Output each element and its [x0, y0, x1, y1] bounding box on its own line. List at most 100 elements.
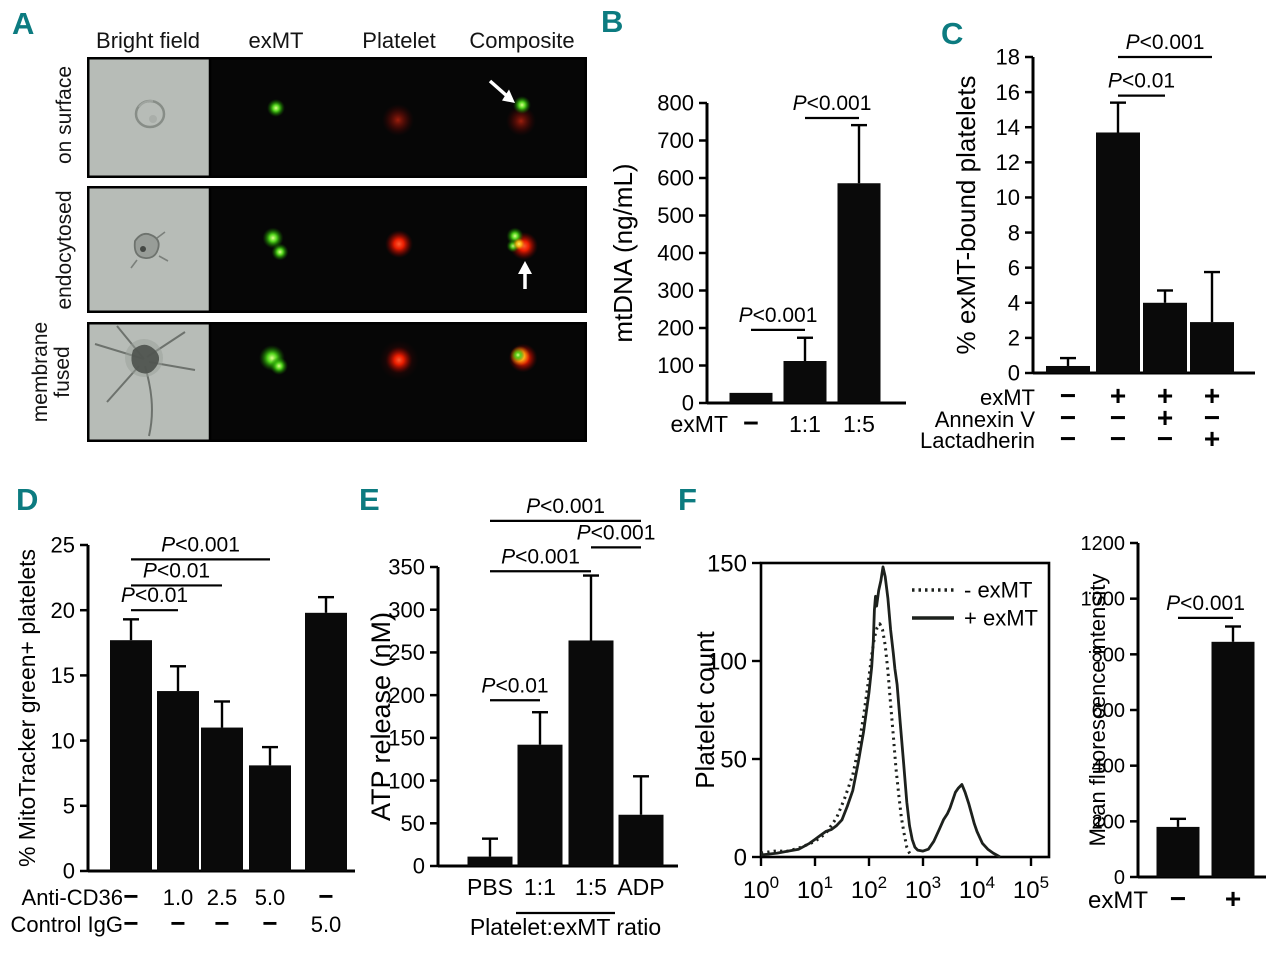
y-tick-label: 800: [1092, 644, 1125, 666]
x-tick-label: 103: [905, 873, 941, 904]
condition-value: −: [1157, 423, 1173, 454]
column-header-bright-field: Bright field: [96, 28, 200, 53]
panel-e-letter: E: [359, 482, 380, 517]
platelet-fluorescence: [385, 346, 413, 374]
x-axis-prefix: exMT: [1088, 887, 1148, 914]
y-tick-label: 300: [657, 278, 694, 303]
panel-e-chart: 050100150200250300350P<0.01P<0.001P<0.00…: [366, 495, 678, 940]
condition-value: −: [123, 881, 138, 911]
y-tick-label: 250: [388, 640, 425, 665]
bar: [1096, 132, 1140, 373]
histogram-curve-plus-exmt: [760, 565, 1001, 859]
category-label: −: [743, 408, 759, 438]
legend-label: + exMT: [964, 606, 1038, 631]
y-tick-label: 350: [388, 555, 425, 580]
condition-value: +: [1204, 380, 1220, 411]
bar: [783, 361, 827, 403]
condition-value: 5.0: [255, 885, 286, 910]
y-axis-label: mtDNA (ng/mL): [608, 163, 638, 342]
condition-value: −: [170, 908, 185, 938]
y-tick-label: 200: [388, 683, 425, 708]
composite-platelet: [506, 106, 536, 136]
bar: [201, 727, 243, 871]
significance-label: P<0.01: [143, 559, 210, 582]
y-tick-label: 150: [388, 726, 425, 751]
x-axis-prefix: exMT: [671, 411, 729, 437]
y-axis-label: Mean fluorescence intensity: [1085, 574, 1110, 847]
microscopy-strip-svg: [87, 186, 587, 313]
bar: [1156, 826, 1200, 877]
condition-value: 5.0: [311, 912, 342, 937]
y-tick-label: 5: [63, 794, 75, 819]
panel-d-chart: 0510152025P<0.01P<0.01P<0.001Anti-CD36−1…: [11, 533, 355, 938]
significance-label: P<0.001: [526, 495, 605, 518]
y-tick-label: 100: [657, 353, 694, 378]
condition-value: +: [1157, 402, 1173, 433]
x-axis-label: Platelet:exMT ratio: [470, 914, 661, 940]
y-tick-label: 1000: [1081, 589, 1126, 611]
significance-label: P<0.001: [1166, 592, 1245, 615]
x-tick-label: 102: [851, 873, 887, 904]
bar: [517, 744, 563, 866]
y-tick-label: 12: [996, 150, 1020, 175]
condition-row-label: exMT: [980, 385, 1035, 410]
bar: [467, 856, 513, 866]
condition-value: −: [262, 908, 277, 938]
bar: [1211, 641, 1255, 877]
x-tick-label: 105: [1013, 873, 1049, 904]
brightfield-cell: [133, 232, 160, 259]
panel-b-letter: B: [601, 4, 624, 39]
histogram-curve-minus-exmt: [760, 622, 914, 858]
y-axis-label: % MitoTracker green+ platelets: [14, 549, 40, 867]
condition-value: −: [1060, 380, 1076, 411]
brightfield-cell: [94, 325, 196, 437]
condition-row-label: Lactadherin: [920, 428, 1035, 453]
panel-f-letter: F: [678, 482, 697, 517]
condition-row-label: Annexin V: [935, 407, 1036, 432]
y-tick-label: 0: [63, 859, 75, 884]
y-tick-label: 8: [1008, 220, 1020, 245]
significance-label: P<0.001: [161, 533, 240, 556]
condition-value: 2.5: [207, 885, 238, 910]
column-header-exmt: exMT: [248, 28, 304, 53]
y-tick-label: 14: [996, 115, 1020, 140]
panel-d-letter: D: [16, 482, 39, 517]
category-label: 1:5: [843, 411, 875, 437]
y-tick-label: 50: [720, 746, 747, 773]
significance-label: P<0.001: [501, 545, 580, 568]
row-label-on-surface: on surface: [53, 65, 76, 165]
panel-f-bar-chart: 0 200 400 600 800 1000 1200 P<0.001 − + exMT Mean f…: [1081, 533, 1266, 914]
condition-value: −: [1110, 402, 1126, 433]
microscopy-row-membrane-fused: [87, 322, 587, 447]
y-tick-label: 20: [51, 598, 75, 623]
y-tick-label: 500: [657, 203, 694, 228]
y-tick-label: 0: [1008, 361, 1020, 386]
arrow-icon: [488, 79, 515, 103]
y-tick-label: 0: [1114, 867, 1125, 889]
category-label: PBS: [467, 874, 513, 900]
category-label: +: [1225, 883, 1241, 914]
y-axis-label: % exMT-bound platelets: [951, 76, 981, 355]
y-tick-label: 15: [51, 663, 75, 688]
y-tick-label: 150: [707, 550, 747, 577]
condition-value: −: [1060, 402, 1076, 433]
condition-value: −: [1204, 402, 1220, 433]
y-tick-label: 400: [657, 241, 694, 266]
significance-label: P<0.001: [1126, 31, 1205, 54]
composite-overlap: [513, 238, 525, 250]
y-tick-label: 200: [657, 316, 694, 341]
condition-value: −: [214, 908, 229, 938]
y-tick-label: 2: [1008, 326, 1020, 351]
category-label: ADP: [617, 874, 664, 900]
y-tick-label: 700: [657, 128, 694, 153]
bar: [1143, 302, 1187, 373]
y-tick-label: 200: [1092, 811, 1125, 833]
bar: [618, 814, 664, 866]
bar: [837, 183, 881, 403]
category-label: 1:5: [575, 874, 607, 900]
legend-label: - exMT: [964, 578, 1032, 603]
condition-row-label: Control IgG: [11, 912, 124, 937]
condition-value: 1.0: [163, 885, 194, 910]
